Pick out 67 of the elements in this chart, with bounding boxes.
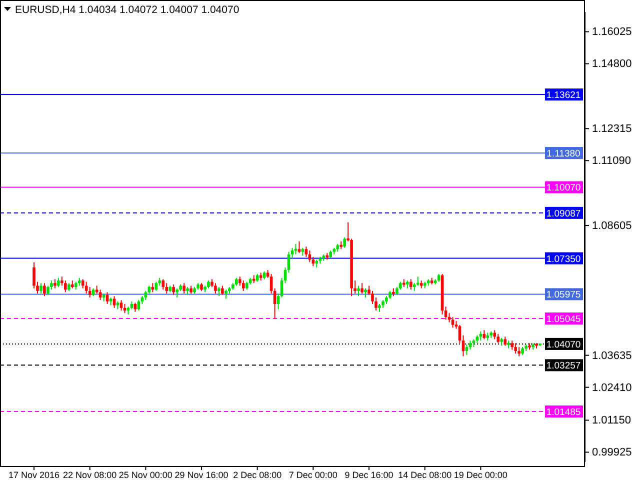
y-tick-label: 0.99925 [592, 446, 632, 459]
candlestick [360, 282, 364, 294]
ref-line-label: 1.05975 [546, 290, 581, 301]
candlestick [504, 336, 507, 346]
candlestick [84, 281, 88, 294]
candlestick [482, 330, 486, 340]
candlestick [162, 278, 165, 290]
candlestick [343, 236, 346, 248]
y-tick-label: 1.02410 [592, 382, 632, 394]
x-tick-label: 9 Dec 16:00 [344, 470, 394, 480]
x-tick-label: 25 Nov 00:00 [118, 470, 172, 480]
y-tick-label: 1.08605 [592, 220, 632, 232]
candlestick [54, 278, 56, 289]
candlestick [493, 330, 496, 340]
y-tick-label: 1.01150 [592, 414, 631, 427]
candlestick [357, 285, 360, 297]
candlestick [465, 344, 468, 356]
ref-line-label: 1.10070 [546, 182, 581, 194]
candlestick [298, 240, 301, 254]
candlestick [98, 289, 102, 301]
candlestick [294, 243, 298, 255]
candlestick [451, 316, 454, 328]
candlestick [409, 278, 412, 290]
candlestick [154, 281, 158, 292]
ref-line-label: 1.11380 [546, 148, 580, 160]
candlestick [518, 346, 520, 357]
y-tick-label: 1.11090 [592, 155, 631, 168]
x-tick-label: 22 Nov 08:00 [63, 470, 117, 480]
candlestick [43, 282, 46, 297]
candlestick [221, 285, 224, 296]
candlestick [224, 289, 228, 300]
candlestick [496, 334, 500, 344]
candlestick [510, 340, 514, 350]
candlestick [172, 284, 175, 296]
candlestick [182, 282, 186, 294]
y-tick-label: 1.16025 [592, 26, 632, 38]
ref-line-label: 1.13621 [546, 90, 581, 102]
candlestick [312, 256, 315, 267]
candlestick [468, 340, 472, 350]
x-tick-label: 17 Nov 2016 [8, 470, 60, 480]
ref-line-label: 1.09087 [546, 208, 581, 220]
candlestick [120, 300, 123, 312]
candlestick [57, 277, 60, 288]
y-tick-label: 1.03635 [592, 350, 632, 362]
candlestick [514, 342, 517, 354]
candlestick [364, 288, 367, 298]
chart-title: EURUSD,H4 1.04034 1.04072 1.04007 1.04070 [15, 4, 240, 16]
candlestick [165, 282, 168, 294]
candlestick [218, 286, 220, 297]
ref-line-label: 1.07350 [546, 254, 581, 265]
x-tick-label: 7 Dec 00:00 [288, 470, 338, 480]
candlestick [151, 282, 154, 293]
ref-line-label: 1.05045 [546, 314, 581, 325]
x-tick-label: 14 Dec 08:00 [398, 470, 452, 480]
candlestick [40, 282, 42, 294]
candlestick [214, 282, 217, 294]
ref-line-label: 1.01485 [546, 406, 581, 418]
y-tick-label: 1.12315 [592, 123, 632, 136]
candlestick [176, 288, 178, 298]
candlestick [64, 280, 67, 293]
x-tick-label: 29 Nov 16:00 [174, 470, 228, 480]
x-tick-label: 2 Dec 08:00 [233, 470, 282, 480]
ref-line-label: 1.03257 [546, 360, 581, 372]
candlestick [242, 280, 245, 292]
ref-line-label: 1.04070 [546, 339, 581, 350]
y-tick-label: 1.14800 [592, 58, 632, 70]
x-tick-label: 19 Dec 00:00 [454, 470, 508, 480]
